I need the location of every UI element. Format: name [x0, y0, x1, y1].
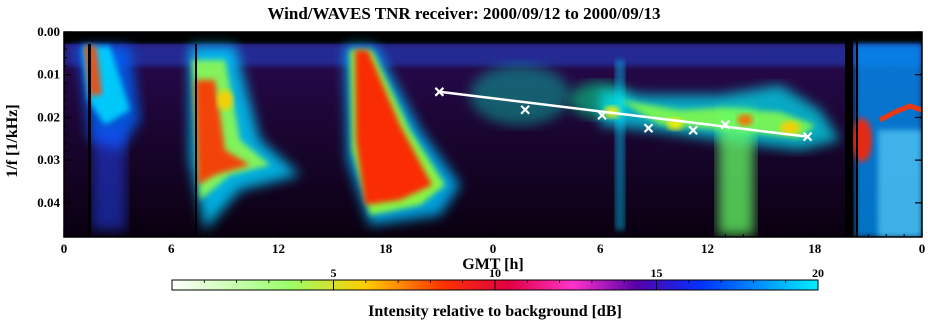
colorbar-tick-label: 20	[812, 266, 824, 280]
burst-3-core	[355, 50, 432, 205]
colorbar-tick-label: 5	[331, 266, 337, 280]
burst-1-tail	[92, 130, 126, 230]
drift-vertical-green	[718, 110, 754, 235]
y-tick-label: 0.03	[37, 152, 60, 167]
y-axis: 0.00 0.01 0.02 0.03 0.04	[37, 24, 922, 229]
drift-spot-4	[780, 121, 800, 135]
x-axis-label: GMT [h]	[462, 256, 524, 273]
chart-title: Wind/WAVES TNR receiver: 2000/09/12 to 2…	[267, 4, 661, 23]
y-axis-label: 1/f [1/kHz]	[4, 104, 21, 178]
x-tick-label: 18	[808, 241, 822, 256]
x-tick-label: 12	[701, 241, 714, 256]
overlay-point	[643, 123, 654, 133]
overlay-point	[434, 87, 445, 97]
mid-vertical-a	[615, 60, 625, 230]
x-tick-label: 18	[379, 241, 393, 256]
colorbar-tick-label: 10	[489, 266, 501, 280]
x-tick-label: 0	[490, 241, 497, 256]
fit-line	[439, 90, 808, 138]
upper-blue-band	[64, 44, 922, 66]
colorbar-tick-label: 15	[651, 266, 663, 280]
overlay-point	[597, 110, 607, 121]
data-gap-1	[88, 44, 91, 237]
colorbar-ticks: 5 10 15 20	[203, 266, 824, 290]
y-tick-label: 0.01	[37, 67, 60, 82]
overlay-point	[720, 119, 731, 130]
overlay-point	[520, 104, 530, 115]
burst-2-core	[195, 80, 250, 185]
drift-spot-3	[737, 114, 753, 126]
x-axis: 0 6 12 18 0 6 12 18 0	[61, 32, 926, 256]
x-tick-label: 6	[168, 241, 175, 256]
overlay-point	[802, 131, 813, 142]
data-gap-2	[195, 44, 197, 237]
x-tick-label: 12	[272, 241, 285, 256]
data-gap-4	[856, 32, 858, 237]
colorbar-label: Intensity relative to background [dB]	[368, 303, 622, 320]
burst-2-spot	[217, 90, 233, 110]
x-tick-label: 0	[61, 241, 68, 256]
overlay-point	[688, 125, 698, 136]
x-tick-label: 0	[919, 241, 926, 256]
right-region-red-line	[878, 103, 922, 123]
drift-band-middle	[620, 100, 815, 138]
mid-patch-a	[470, 65, 570, 125]
right-region-red	[852, 118, 872, 162]
data-gap-3	[845, 32, 853, 237]
y-tick-label: 0.02	[37, 109, 60, 124]
y-tick-label: 0.04	[37, 195, 60, 210]
right-region-light	[878, 130, 922, 237]
x-tick-label: 6	[597, 241, 604, 256]
y-tick-label: 0.00	[37, 24, 60, 39]
plot-area	[64, 32, 922, 237]
overlay-points	[434, 87, 813, 142]
